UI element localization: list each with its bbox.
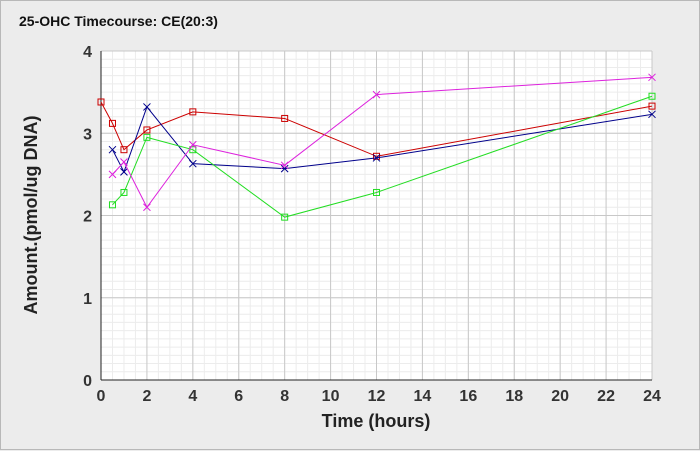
data-point-square xyxy=(281,213,289,221)
data-point-x-stroke xyxy=(143,103,151,111)
data-point-square xyxy=(143,126,151,134)
data-point-x-stroke xyxy=(108,170,117,179)
data-point-x xyxy=(648,110,656,119)
x-tick-label: 16 xyxy=(459,388,477,405)
x-tick-label: 2 xyxy=(142,388,151,405)
data-point-square xyxy=(648,92,656,100)
data-point-square xyxy=(97,98,105,106)
data-point-square xyxy=(373,188,380,196)
data-point-x xyxy=(143,203,151,212)
axes xyxy=(100,51,652,381)
data-point-x xyxy=(280,161,289,170)
y-tick-label: 4 xyxy=(83,44,92,61)
data-point-x-stroke xyxy=(372,154,381,162)
series-1 xyxy=(97,98,656,160)
x-tick-label: 22 xyxy=(597,388,615,405)
data-point-x-stroke xyxy=(280,164,289,173)
series-2 xyxy=(108,103,656,176)
series-line xyxy=(100,101,653,157)
data-point-square xyxy=(189,146,197,154)
y-tick-label: 1 xyxy=(83,291,92,308)
data-point-x-stroke xyxy=(648,73,656,82)
data-point-square xyxy=(120,146,128,154)
series-layer xyxy=(97,73,656,221)
series-line xyxy=(112,95,653,218)
data-point-x xyxy=(280,164,289,173)
x-tick-label: 14 xyxy=(414,388,432,405)
data-point-square xyxy=(108,201,116,209)
data-point-x-stroke xyxy=(120,158,128,166)
series-3 xyxy=(108,92,656,221)
data-point-square xyxy=(373,152,380,160)
data-point-square xyxy=(108,119,116,127)
data-point-square xyxy=(120,188,128,196)
x-tick-label: 20 xyxy=(551,388,569,405)
data-point-x xyxy=(188,159,197,168)
x-tick-label: 18 xyxy=(505,388,523,405)
data-point-x-stroke xyxy=(372,90,381,99)
data-point-square xyxy=(189,108,197,116)
data-point-x xyxy=(372,90,381,99)
data-point-x-stroke xyxy=(108,145,117,154)
x-tick-label: 4 xyxy=(188,388,197,405)
data-point-x xyxy=(120,168,128,176)
y-tick-label: 3 xyxy=(83,126,92,143)
data-point-x-stroke xyxy=(188,140,197,149)
data-point-x-stroke xyxy=(648,110,656,119)
data-point-x xyxy=(648,73,656,82)
chart-title: 25-OHC Timecourse: CE(20:3) xyxy=(19,13,218,29)
x-tick-label: 8 xyxy=(280,388,289,405)
x-tick-label: 0 xyxy=(97,388,106,405)
y-tick-label: 0 xyxy=(83,373,92,390)
x-axis-title: Time (hours) xyxy=(322,411,431,431)
data-point-x xyxy=(120,158,128,166)
x-tick-label: 10 xyxy=(322,388,340,405)
data-point-square xyxy=(281,114,289,122)
data-point-x xyxy=(108,170,117,179)
data-point-x-stroke xyxy=(143,203,151,212)
data-point-x-stroke xyxy=(120,168,128,176)
data-point-x xyxy=(372,154,381,162)
x-tick-label: 6 xyxy=(234,388,243,405)
y-axis-title: Amount.(pmol/ug DNA) xyxy=(21,116,41,315)
data-point-square xyxy=(143,133,151,141)
series-4 xyxy=(108,73,656,212)
y-tick-label: 2 xyxy=(83,209,92,226)
x-tick-label: 24 xyxy=(643,388,661,405)
data-point-x xyxy=(143,103,151,111)
data-point-x xyxy=(108,145,117,154)
data-point-x-stroke xyxy=(188,159,197,168)
data-point-x xyxy=(188,140,197,149)
data-point-square xyxy=(648,102,656,110)
x-tick-label: 12 xyxy=(368,388,386,405)
data-point-x-stroke xyxy=(280,161,289,170)
